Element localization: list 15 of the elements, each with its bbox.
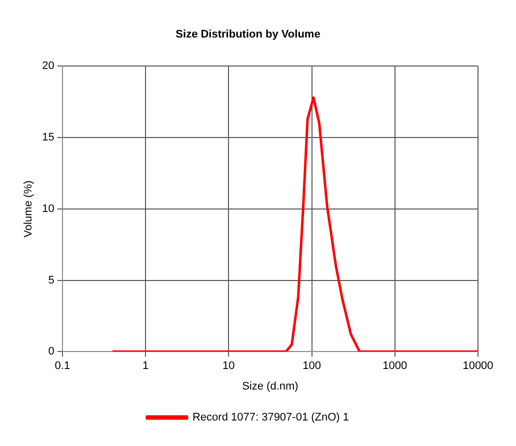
y-tick-label: 0 bbox=[48, 346, 54, 358]
x-tick-label: 10000 bbox=[462, 360, 494, 372]
y-tick-label: 15 bbox=[42, 132, 54, 144]
x-tick-label: 0.1 bbox=[54, 360, 70, 372]
chart-title: Size Distribution by Volume bbox=[176, 28, 320, 41]
x-tick-label: 1000 bbox=[382, 360, 408, 372]
legend-label: Record 1077: 37907-01 (ZnO) 1 bbox=[192, 412, 350, 424]
y-axis-title: Volume (%) bbox=[22, 180, 35, 238]
y-tick-label: 20 bbox=[42, 60, 54, 72]
x-tick-label: 10 bbox=[222, 360, 235, 372]
x-tick-label: 100 bbox=[302, 360, 321, 372]
y-tick-label: 10 bbox=[42, 202, 54, 215]
y-tick-label: 5 bbox=[48, 274, 54, 286]
x-tick-label: 1 bbox=[142, 360, 149, 372]
x-axis-title: Size (d.nm) bbox=[242, 380, 298, 392]
